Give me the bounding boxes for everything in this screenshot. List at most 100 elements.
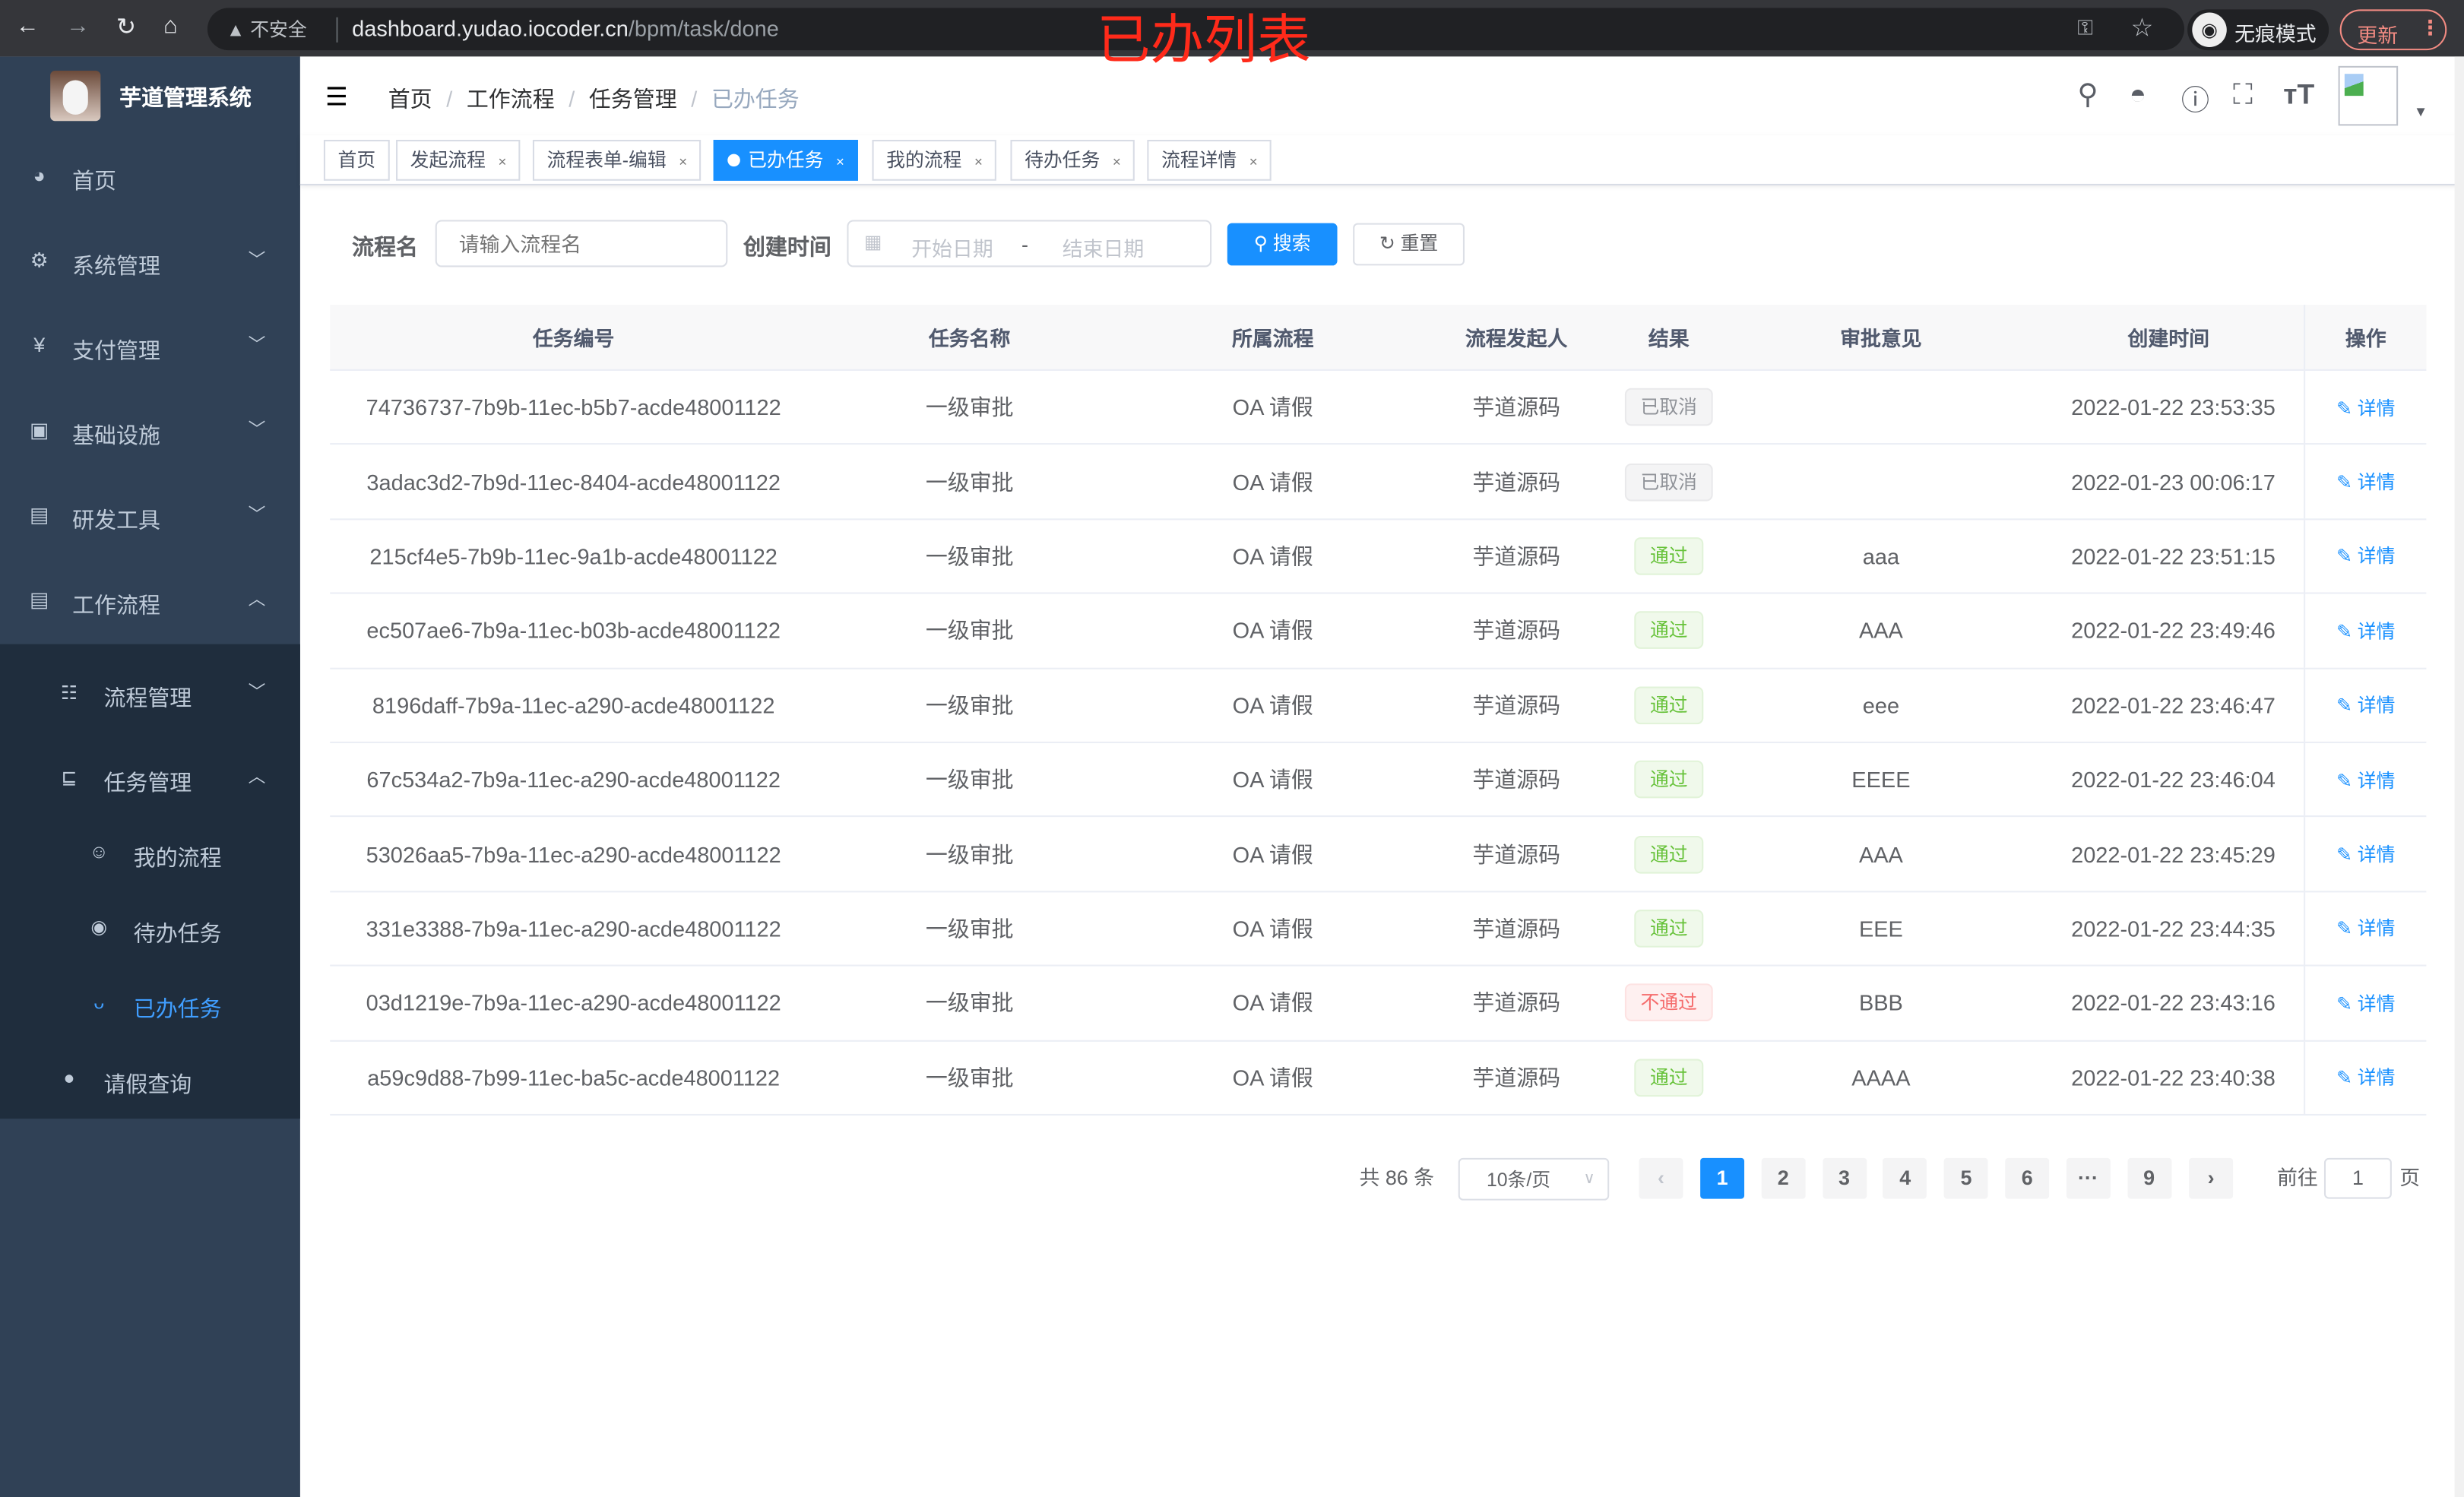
prev-page-button[interactable]: ‹ (1639, 1157, 1683, 1199)
column-header-action[interactable]: 操作 (2304, 305, 2426, 369)
fullscreen-icon[interactable]: ⛶ (2233, 78, 2253, 110)
update-button[interactable]: 更新 ⋮ (2339, 9, 2447, 51)
detail-link[interactable]: ✎ 详情 (2336, 617, 2395, 644)
sidebar-item-workflow[interactable]: ▤ 工作流程 ︿ (0, 559, 300, 644)
process-name-input[interactable] (435, 220, 728, 267)
column-header-result[interactable]: 结果 (1648, 327, 1690, 351)
cell-starter: 芋道源码 (1424, 967, 1609, 1040)
tag-start-process[interactable]: 发起流程 × (396, 140, 521, 181)
page-size-select[interactable]: 10条/页 ∨ (1458, 1157, 1610, 1201)
help-icon[interactable]: ⓘ (2181, 84, 2210, 117)
sidebar-item-system[interactable]: ⚙ 系统管理 ﹀ (0, 220, 300, 305)
home-icon[interactable]: ⌂ (163, 12, 178, 40)
tag-my-process[interactable]: 我的流程 × (872, 140, 997, 181)
hamburger-icon[interactable]: ☰ (325, 84, 348, 112)
close-icon[interactable]: × (679, 153, 688, 170)
sidebar-item-task-manage[interactable]: ⊑ 任务管理 ︿ (0, 736, 300, 821)
cell-create-time: 2022-01-22 23:51:15 (2033, 520, 2304, 593)
sidebar-item-my-process[interactable]: ☺ 我的流程 (0, 817, 300, 892)
tag-label: 首页 (337, 149, 376, 172)
sidebar-item-todo[interactable]: ◉ 待办任务 (0, 892, 300, 967)
avatar[interactable] (2338, 65, 2399, 126)
column-header-task-name[interactable]: 任务名称 (928, 327, 1011, 351)
detail-link[interactable]: ✎ 详情 (2336, 468, 2395, 495)
page-button[interactable]: 4 (1883, 1157, 1927, 1199)
close-icon[interactable]: × (498, 153, 507, 170)
start-date-input[interactable]: 开始日期 (911, 237, 993, 261)
address-bar[interactable]: ▲ 不安全 dashboard.yudao.iocoder.cn/bpm/tas… (207, 8, 2184, 51)
back-icon[interactable]: ← (15, 12, 40, 40)
task-name-text: 一级审批 (925, 692, 1014, 718)
cell-create-time: 2022-01-22 23:44:35 (2033, 892, 2304, 965)
breadcrumb-item[interactable]: 首页 (388, 86, 432, 112)
next-page-button[interactable]: › (2189, 1157, 2234, 1199)
date-range-picker[interactable]: ▦ 开始日期 - 结束日期 (847, 220, 1212, 267)
edit-icon: ✎ (2336, 918, 2352, 941)
scrollbar[interactable] (2454, 56, 2464, 1497)
page-button[interactable]: 6 (2005, 1157, 2050, 1199)
goto-page-input[interactable] (2323, 1157, 2392, 1199)
sidebar-item-home[interactable]: ◕ 首页 (0, 135, 300, 220)
list-icon: ☷ (60, 682, 78, 704)
tag-home[interactable]: 首页 (323, 140, 390, 181)
sidebar-item-pay[interactable]: ¥ 支付管理 ﹀ (0, 305, 300, 390)
detail-link[interactable]: ✎ 详情 (2336, 692, 2395, 718)
sidebar-item-leave[interactable]: ● 请假查询 (0, 1043, 300, 1119)
column-header-starter[interactable]: 流程发起人 (1465, 327, 1568, 351)
page-button[interactable]: 1 (1700, 1157, 1745, 1199)
tag-process-detail[interactable]: 流程详情 × (1147, 140, 1272, 181)
star-icon[interactable]: ☆ (2130, 15, 2154, 43)
detail-link[interactable]: ✎ 详情 (2336, 915, 2395, 942)
forward-icon[interactable]: → (65, 12, 90, 40)
process-text: OA 请假 (1232, 692, 1313, 718)
breadcrumb-item[interactable]: 工作流程 (466, 86, 555, 112)
page-button[interactable]: 2 (1761, 1157, 1806, 1199)
column-header-comment[interactable]: 审批意见 (1840, 327, 1922, 351)
page-button[interactable]: ··· (2066, 1157, 2111, 1199)
close-icon[interactable]: × (1112, 153, 1121, 170)
starter-text: 芋道源码 (1472, 618, 1561, 644)
detail-link[interactable]: ✎ 详情 (2336, 766, 2395, 793)
logo (50, 71, 101, 122)
url-text[interactable]: dashboard.yudao.iocoder.cn/bpm/task/done (352, 16, 779, 41)
close-icon[interactable]: × (1249, 153, 1258, 170)
detail-link[interactable]: ✎ 详情 (2336, 1064, 2395, 1090)
column-header-create-time[interactable]: 创建时间 (2127, 327, 2210, 351)
column-header-process[interactable]: 所属流程 (1231, 327, 1314, 351)
detail-link[interactable]: ✎ 详情 (2336, 989, 2395, 1016)
breadcrumb-item[interactable]: 任务管理 (588, 86, 677, 112)
reset-button[interactable]: ↻ 重置 (1353, 223, 1465, 266)
tag-done-tasks[interactable]: 已办任务 × (713, 140, 859, 181)
key-icon[interactable]: ⚿ (2077, 15, 2093, 40)
edit-icon: ✎ (2336, 695, 2352, 717)
detail-link[interactable]: ✎ 详情 (2336, 543, 2395, 569)
column-header-task-id[interactable]: 任务编号 (532, 327, 615, 351)
caret-down-icon[interactable]: ▼ (2413, 103, 2428, 120)
starter-text: 芋道源码 (1472, 543, 1561, 569)
incognito-badge[interactable]: ◉ 无痕模式 (2187, 9, 2329, 51)
sidebar-item-done[interactable]: ᴗ 已办任务 (0, 968, 300, 1043)
sidebar-item-process-manage[interactable]: ☷ 流程管理 ﹀ (0, 650, 300, 736)
tag-todo[interactable]: 待办任务 × (1010, 140, 1135, 181)
detail-link[interactable]: ✎ 详情 (2336, 840, 2395, 867)
close-icon[interactable]: × (835, 153, 844, 170)
cell-action: ✎ 详情 (2304, 742, 2426, 816)
detail-link[interactable]: ✎ 详情 (2336, 394, 2395, 420)
sidebar-item-tools[interactable]: ▤ 研发工具 ﹀ (0, 474, 300, 559)
close-icon[interactable]: × (974, 153, 983, 170)
page-button[interactable]: 9 (2127, 1157, 2171, 1199)
sidebar-item-infra[interactable]: ▣ 基础设施 ﹀ (0, 390, 300, 475)
detail-label: 详情 (2357, 471, 2396, 494)
search-icon[interactable]: ⚲ (2077, 78, 2098, 110)
github-icon[interactable]: ◓ (2129, 78, 2147, 110)
table-row: 67c534a2-7b9a-11ec-a290-acde48001122 一级审批… (330, 742, 2427, 818)
end-date-input[interactable]: 结束日期 (1062, 237, 1145, 261)
reload-icon[interactable]: ↻ (116, 14, 137, 41)
tag-form-edit[interactable]: 流程表单-编辑 × (532, 140, 702, 181)
security-warning[interactable]: ▲ 不安全 (226, 18, 307, 41)
font-size-icon[interactable]: ᴛT (2283, 78, 2315, 110)
page-button[interactable]: 5 (1944, 1157, 1988, 1199)
status-badge: 通过 (1634, 835, 1704, 873)
search-button[interactable]: ⚲ 搜索 (1227, 223, 1338, 266)
page-button[interactable]: 3 (1822, 1157, 1867, 1199)
